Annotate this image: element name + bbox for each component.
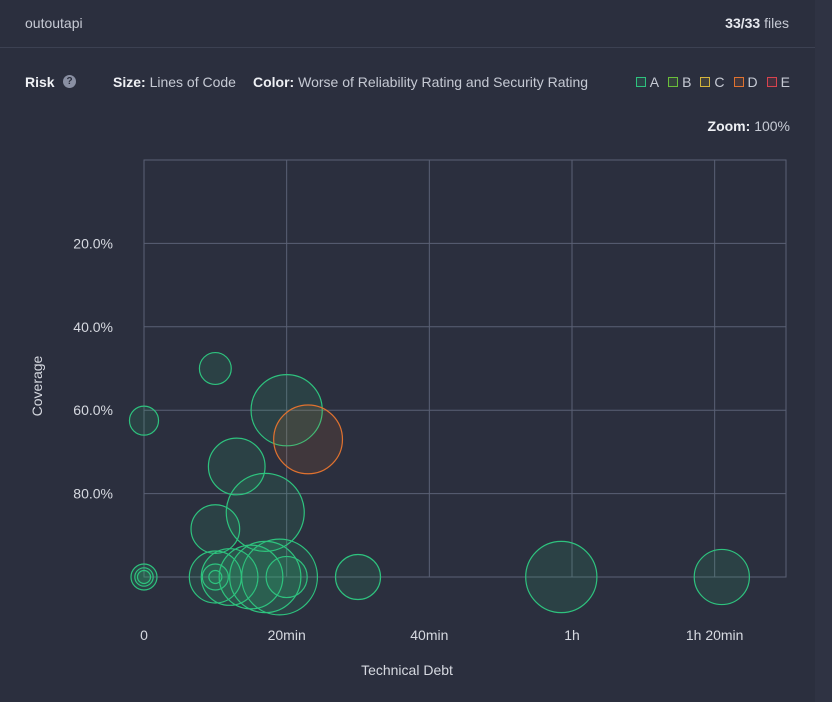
bubble-point[interactable] [525, 540, 598, 614]
bubble-point[interactable] [693, 548, 750, 606]
legend-item-d[interactable]: D [733, 74, 758, 90]
files-count-suffix: files [760, 15, 789, 31]
x-tick-label: 1h 20min [686, 627, 744, 643]
legend-swatch [733, 77, 744, 87]
size-metric-label: Size: [113, 74, 146, 90]
chart-ticks: 0 20min 40min 1h 1h 20min 20.0% 40.0% 60.0% 80.0… [73, 235, 743, 643]
legend-item-c[interactable]: C [700, 74, 725, 90]
y-tick-label: 60.0% [73, 402, 113, 418]
x-tick-label: 40min [410, 627, 448, 643]
legend-label: B [682, 74, 692, 90]
y-tick-label: 40.0% [73, 319, 113, 335]
bubble-point[interactable] [128, 405, 160, 436]
legend-label: C [714, 74, 725, 90]
legend-item-e[interactable]: E [766, 74, 790, 90]
bubble-point[interactable] [250, 373, 323, 447]
zoom-indicator: Zoom: 100% [708, 118, 790, 134]
help-icon[interactable]: ? [63, 75, 76, 88]
bubble-point[interactable] [207, 437, 266, 496]
legend-label: A [649, 74, 660, 90]
legend-swatch [700, 77, 711, 87]
bubble-point[interactable] [334, 553, 382, 601]
y-tick-label: 20.0% [73, 235, 113, 251]
vertical-scrollbar[interactable] [815, 0, 832, 702]
legend-item-a[interactable]: A [635, 74, 660, 90]
bubble-point[interactable] [273, 404, 344, 475]
bubble-chart: 0 20min 40min 1h 1h 20min 20.0% 40.0% 60.0% 80.0… [29, 159, 787, 678]
bubble-point[interactable] [218, 544, 284, 610]
bubble-point[interactable] [201, 563, 229, 591]
legend-item-b[interactable]: B [668, 74, 691, 90]
color-metric-value: Worse of Reliability Rating and Security… [298, 74, 589, 90]
color-metric-label: Color: [253, 74, 295, 90]
zoom-label: Zoom: [707, 118, 751, 134]
files-count-value: 33/33 [725, 15, 761, 31]
rating-legend: A B C D E [635, 74, 790, 90]
x-axis-label: Technical Debt [361, 662, 453, 678]
bubble-point[interactable] [136, 569, 152, 585]
size-metric: Size: Lines of Code [113, 74, 236, 90]
x-tick-label: 1h [564, 627, 580, 643]
x-tick-label: 20min [268, 627, 306, 643]
bubble-point[interactable] [229, 540, 302, 614]
legend-swatch [766, 77, 777, 87]
size-metric-value: Lines of Code [149, 74, 236, 90]
y-axis-label: Coverage [29, 355, 45, 416]
risk-legend-row: Risk ? Size: Lines of Code Color: Worse … [25, 74, 790, 92]
files-count: 33/33 files [725, 15, 789, 31]
chart-bubbles [128, 351, 750, 616]
legend-swatch [668, 77, 679, 87]
legend-label: D [747, 74, 758, 90]
treemap-panel: outoutapi 33/33 files Risk ? Size: Lines… [0, 0, 815, 678]
y-tick-label: 80.0% [73, 486, 113, 502]
bubble-point[interactable] [265, 555, 308, 599]
x-tick-label: 0 [140, 627, 148, 643]
legend-swatch [635, 77, 646, 87]
risk-title: Risk [25, 74, 55, 90]
project-name[interactable]: outoutapi [25, 15, 83, 31]
zoom-value: 100% [754, 118, 790, 134]
bubble-point[interactable] [208, 569, 223, 585]
color-metric: Color: Worse of Reliability Rating and S… [253, 74, 588, 90]
bubble-point[interactable] [188, 550, 242, 604]
panel-header: outoutapi 33/33 files [0, 0, 815, 48]
bubble-point[interactable] [198, 351, 232, 386]
legend-label: E [780, 74, 790, 90]
bubble-point[interactable] [190, 504, 241, 554]
